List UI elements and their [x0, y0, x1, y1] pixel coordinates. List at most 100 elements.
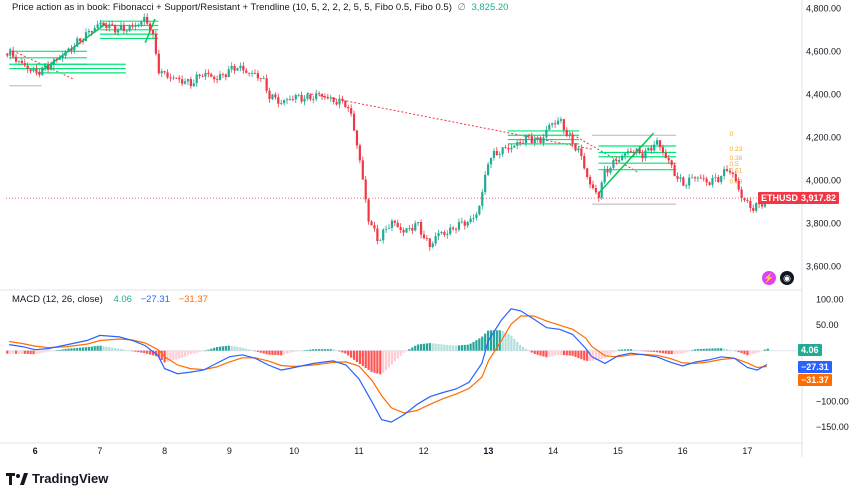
candle-body: [169, 77, 172, 79]
macd-histogram-bar: [58, 349, 61, 351]
macd-histogram-bar: [189, 350, 192, 355]
macd-histogram-bar: [574, 350, 577, 357]
macd-histogram-bar: [29, 350, 32, 355]
candle-body: [105, 25, 108, 28]
macd-histogram-bar: [387, 350, 391, 368]
macd-histogram-bar: [111, 347, 114, 351]
macd-histogram-bar: [280, 350, 283, 356]
macd-histogram-bar: [621, 349, 624, 351]
macd-histogram-bar: [492, 330, 496, 351]
macd-histogram-bar: [460, 345, 463, 351]
macd-histogram-bar: [425, 343, 429, 351]
macd-histogram-bar: [539, 350, 542, 356]
macd-histogram-bar: [38, 350, 41, 354]
candle-body: [443, 232, 446, 235]
macd-histogram-bar: [723, 348, 726, 351]
candle-body: [178, 77, 181, 80]
candle-body: [574, 143, 577, 151]
globe-icon[interactable]: ◉: [780, 271, 794, 285]
macd-histogram-bar: [315, 349, 318, 351]
macd-histogram-bar: [259, 350, 262, 353]
candle-body: [728, 170, 732, 173]
macd-histogram-bar: [221, 346, 225, 351]
macd-histogram-bar: [303, 350, 306, 351]
candle-body: [116, 29, 120, 33]
macd-histogram-bar: [559, 350, 563, 355]
candle-body: [664, 152, 667, 159]
macd-histogram-bar: [542, 350, 545, 357]
macd-histogram-bar: [172, 350, 175, 361]
candle-body: [96, 24, 99, 28]
price-tick-label: 3,600.00: [806, 261, 841, 271]
candle-body: [148, 23, 152, 31]
candle-body: [527, 135, 530, 137]
candle-body: [688, 177, 691, 186]
candle-body: [350, 108, 353, 114]
candle-body: [64, 51, 67, 56]
candle-body: [437, 233, 440, 237]
macd-histogram-bar: [166, 350, 169, 362]
candle-body: [166, 72, 169, 78]
macd-histogram-bar: [562, 350, 565, 356]
candle-body: [717, 177, 720, 182]
candle-body: [577, 148, 580, 151]
fib-label: 0: [730, 131, 734, 138]
macd-histogram-bar: [519, 344, 522, 351]
macd-histogram-bar: [329, 349, 332, 351]
macd-histogram-bar: [696, 349, 699, 351]
candle-body: [559, 119, 563, 121]
macd-histogram-bar: [186, 350, 190, 356]
time-tick-label: 12: [419, 446, 429, 456]
candle-body: [323, 96, 327, 98]
candle-body: [23, 62, 26, 66]
fib-label: 0.23: [730, 146, 743, 153]
macd-histogram-bar: [670, 350, 673, 355]
candle-body: [108, 24, 111, 28]
candle-body: [501, 147, 504, 155]
macd-histogram-bar: [516, 341, 519, 351]
macd-histogram-bar: [215, 347, 219, 351]
macd-histogram-bar: [615, 350, 618, 352]
candle-body: [533, 139, 536, 144]
candle-body: [670, 160, 673, 165]
candle-body: [221, 74, 225, 76]
time-tick-label: 7: [97, 446, 102, 456]
candle-body: [230, 65, 233, 70]
candle-body: [723, 169, 726, 176]
time-tick-label: 11: [354, 446, 363, 456]
macd-histogram-bar: [122, 349, 125, 351]
macd-histogram-bar: [399, 350, 402, 356]
candle-body: [157, 53, 160, 74]
candle-body: [484, 174, 487, 193]
macd-histogram-bar: [635, 350, 638, 351]
macd-histogram-bar: [766, 348, 769, 351]
candle-body: [358, 145, 361, 161]
macd-histogram-bar: [312, 349, 315, 351]
macd-histogram-bar: [210, 348, 213, 351]
candle-body: [603, 169, 606, 183]
macd-histogram-bar: [253, 350, 257, 352]
candle-body: [143, 16, 146, 22]
candle-body: [114, 25, 117, 33]
alert-icon[interactable]: ⚡: [762, 271, 776, 285]
candle-body: [320, 93, 324, 97]
time-tick-label: 8: [162, 446, 167, 456]
candle-body: [44, 64, 47, 68]
candle-body: [565, 130, 568, 136]
macd-histogram-bar: [84, 347, 88, 351]
macd-histogram-bar: [131, 350, 134, 352]
candle-body: [274, 94, 277, 98]
candle-body: [449, 227, 452, 234]
candle-body: [288, 99, 292, 100]
candle-body: [656, 140, 659, 145]
candle-body: [111, 24, 114, 26]
macd-histogram-bar: [367, 350, 370, 370]
macd-histogram-bar: [288, 350, 292, 353]
candle-body: [379, 240, 382, 242]
candle-body: [285, 99, 289, 101]
macd-histogram-bar: [108, 347, 111, 351]
time-tick-label: 9: [227, 446, 232, 456]
candle-body: [731, 172, 734, 175]
macd-histogram-bar: [245, 348, 248, 351]
